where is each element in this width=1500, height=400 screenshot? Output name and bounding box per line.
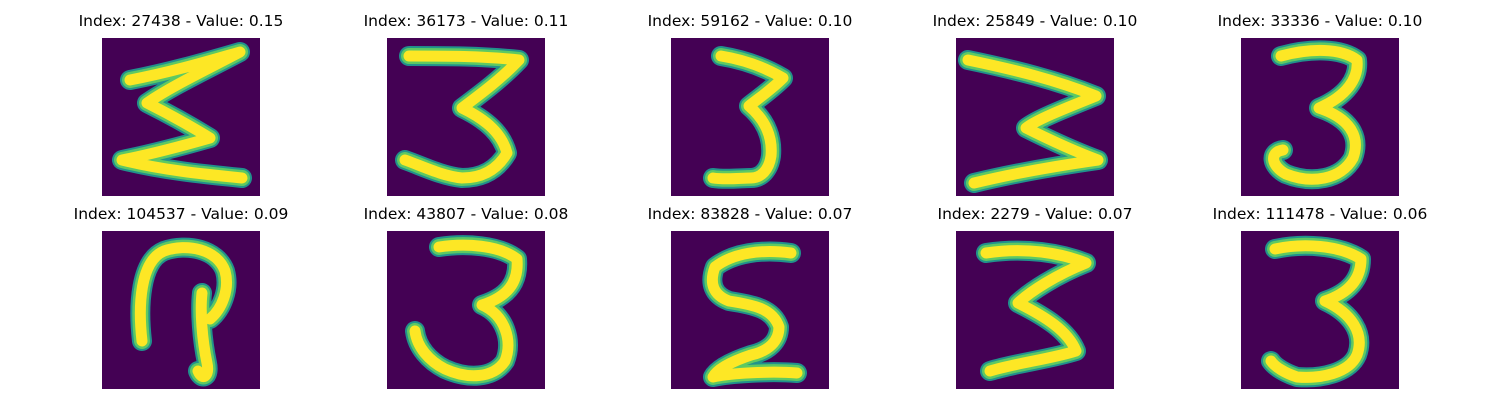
digit-image <box>387 231 545 389</box>
digit-stroke <box>707 50 789 185</box>
tile-title: Index: 25849 - Value: 0.10 <box>932 12 1138 30</box>
digit-image <box>1241 231 1399 389</box>
tile-title: Index: 59162 - Value: 0.10 <box>647 12 853 30</box>
digit-image <box>956 38 1114 196</box>
digit-stroke <box>980 245 1092 377</box>
digit-stroke <box>409 239 523 382</box>
digit-image <box>671 231 829 389</box>
digit-stroke <box>962 54 1104 189</box>
digit-stroke <box>1268 44 1363 185</box>
digit-stroke <box>134 242 232 382</box>
digit-image <box>671 38 829 196</box>
digit-stroke <box>1265 240 1367 383</box>
tile-title: Index: 43807 - Value: 0.08 <box>363 205 569 223</box>
digit-stroke <box>399 50 525 184</box>
tile-title: Index: 111478 - Value: 0.06 <box>1212 205 1428 223</box>
tile-title: Index: 2279 - Value: 0.07 <box>937 205 1133 223</box>
tile-title: Index: 104537 - Value: 0.09 <box>73 205 289 223</box>
digit-image <box>102 231 260 389</box>
digit-image <box>1241 38 1399 196</box>
digit-stroke <box>116 46 248 184</box>
tile-title: Index: 36173 - Value: 0.11 <box>363 12 569 30</box>
digit-image <box>387 38 545 196</box>
digit-image <box>102 38 260 196</box>
digit-image <box>956 231 1114 389</box>
tile-title: Index: 27438 - Value: 0.15 <box>78 12 284 30</box>
tile-title: Index: 83828 - Value: 0.07 <box>647 205 853 223</box>
tile-title: Index: 33336 - Value: 0.10 <box>1217 12 1423 30</box>
digit-stroke <box>706 246 803 383</box>
